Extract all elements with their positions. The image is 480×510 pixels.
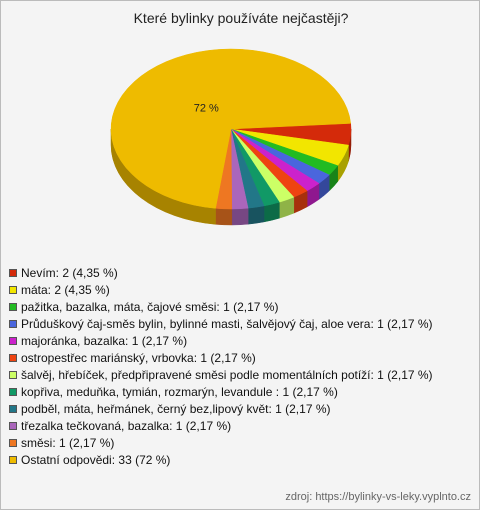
slice [110,48,351,209]
chart-title: Které bylinky používáte nejčastěji? [134,10,349,26]
legend-item: kopřiva, meduňka, tymián, rozmarýn, leva… [9,385,464,400]
slice-side [247,205,265,225]
legend-item: směsi: 1 (2,17 %) [9,436,464,451]
legend-label: šalvěj, hřebíček, předpřipravené směsi p… [21,368,433,382]
source: zdroj: https://bylinky-vs-leky.vyplnto.c… [285,491,471,503]
legend-swatch [9,422,17,430]
legend-label: pažitka, bazalka, máta, čajové směsi: 1 … [21,300,279,314]
slice-side [231,207,249,226]
legend-item: podběl, máta, heřmánek, černý bez,lipový… [9,402,464,417]
legend-label: Průduškový čaj-směs bylin, bylinné masti… [21,317,433,331]
legend-label: Ostatní odpovědi: 33 (72 %) [21,453,171,467]
legend-item: ostropestřec mariánský, vrbovka: 1 (2,17… [9,351,464,366]
legend-swatch [9,303,17,311]
legend-label: máta: 2 (4,35 %) [21,283,110,297]
legend-swatch [9,388,17,396]
legend-swatch [9,354,17,362]
legend-label: kopřiva, meduňka, tymián, rozmarýn, leva… [21,385,338,399]
legend-label: Nevím: 2 (4,35 %) [21,266,118,280]
legend-swatch [9,456,17,464]
legend-swatch [9,286,17,294]
legend-label: majoránka, bazalka: 1 (2,17 %) [21,334,188,348]
legend-item: máta: 2 (4,35 %) [9,283,464,298]
pie-area: Které bylinky používáte nejčastěji? 72 % [110,10,352,226]
legend-item: třezalka tečkovaná, bazalka: 1 (2,17 %) [9,419,464,434]
legend-label: podběl, máta, heřmánek, černý bez,lipový… [21,402,331,416]
legend-label: směsi: 1 (2,17 %) [21,436,115,450]
legend-label: třezalka tečkovaná, bazalka: 1 (2,17 %) [21,419,232,433]
slice-side [215,208,233,226]
legend-item: majoránka, bazalka: 1 (2,17 %) [9,334,464,349]
value-label: 72 % [194,103,219,115]
legend-swatch [9,337,17,345]
legend-swatch [9,405,17,413]
legend-swatch [9,320,17,328]
legend-swatch [9,371,17,379]
legend-item: Ostatní odpovědi: 33 (72 %) [9,453,464,468]
legend-item: šalvěj, hřebíček, předpřipravené směsi p… [9,368,464,383]
legend: Nevím: 2 (4,35 %) máta: 2 (4,35 %) pažitka… [9,266,464,470]
legend-label: ostropestřec mariánský, vrbovka: 1 (2,17… [21,351,256,365]
legend-swatch [9,439,17,447]
legend-item: Průduškový čaj-směs bylin, bylinné masti… [9,317,464,332]
legend-item: Nevím: 2 (4,35 %) [9,266,464,281]
legend-swatch [9,269,17,277]
legend-item: pažitka, bazalka, máta, čajové směsi: 1 … [9,300,464,315]
